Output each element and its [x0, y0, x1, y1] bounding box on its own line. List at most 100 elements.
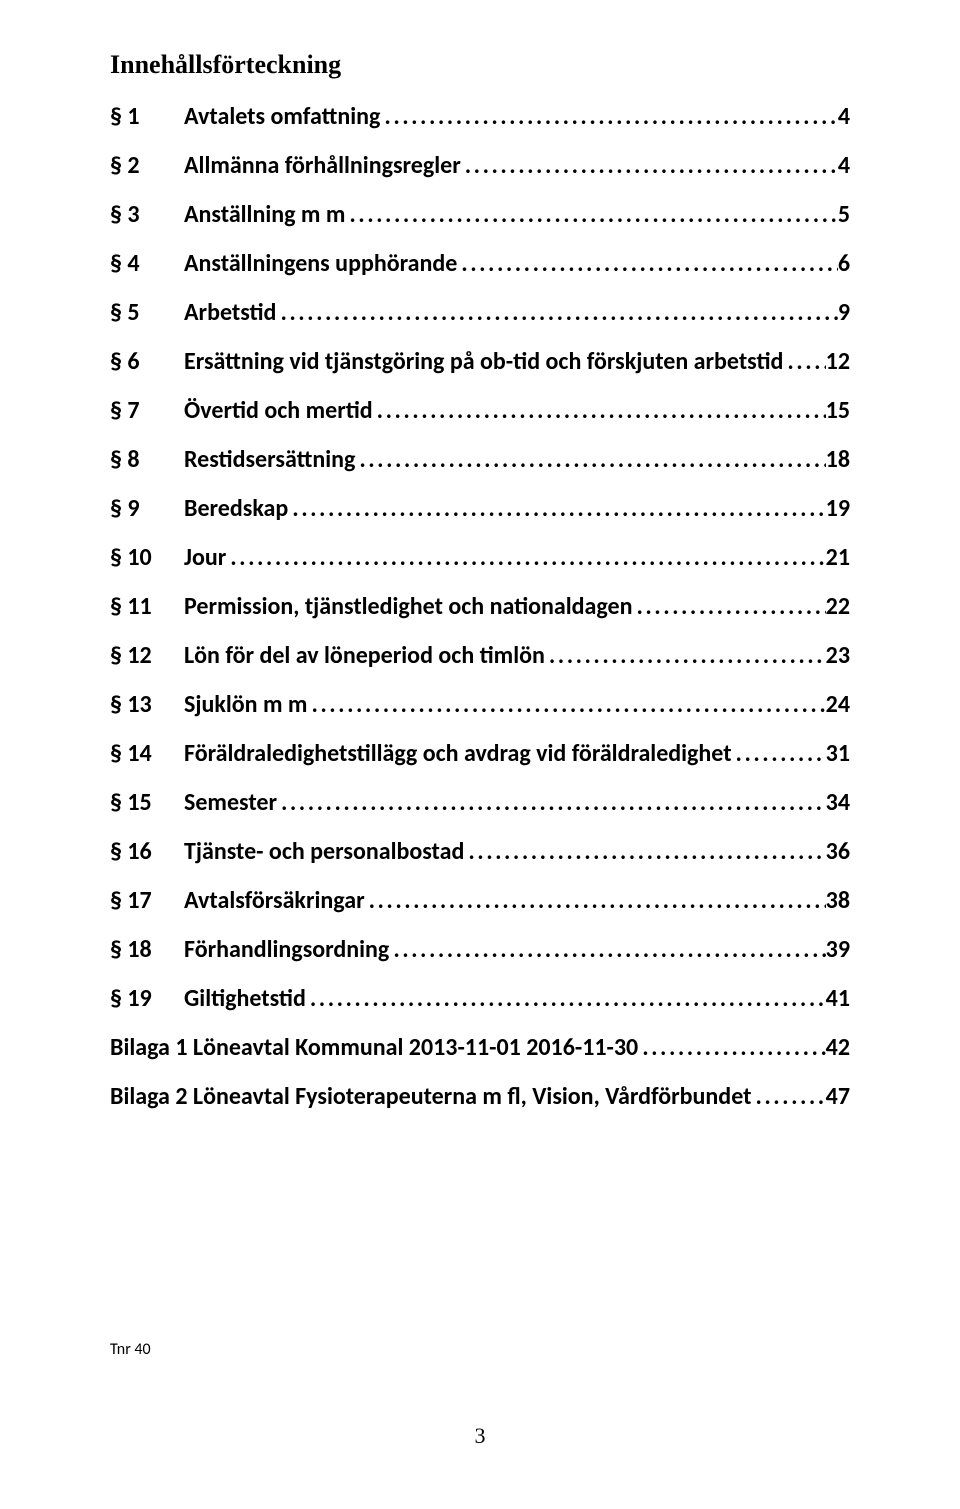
toc-leader: ........................................… — [545, 641, 826, 670]
toc-leader: ........................................… — [307, 690, 825, 719]
toc-entry: Bilaga 2 Löneavtal Fysioterapeuterna m f… — [110, 1082, 850, 1111]
toc-section: § 4 — [110, 249, 184, 278]
toc-title: Permission, tjänstledighet och nationald… — [184, 592, 632, 621]
document-page: Innehållsförteckning § 1 Avtalets omfatt… — [0, 0, 960, 1509]
toc-section: § 9 — [110, 494, 184, 523]
toc-page: 12 — [826, 347, 850, 376]
toc-leader: ........................................… — [365, 886, 826, 915]
toc-entry: § 2 Allmänna förhållningsregler ........… — [110, 151, 850, 180]
toc-entry: § 1 Avtalets omfattning ................… — [110, 102, 850, 131]
toc-title: Anställningens upphörande — [184, 249, 457, 278]
toc-page: 42 — [826, 1033, 850, 1062]
toc-title: Arbetstid — [184, 298, 276, 327]
toc-page: 41 — [826, 984, 850, 1013]
toc-page: 18 — [826, 445, 850, 474]
toc-section: § 19 — [110, 984, 184, 1013]
toc-entry: § 9 Beredskap ..........................… — [110, 494, 850, 523]
toc-title: Ersättning vid tjänstgöring på ob-tid oc… — [184, 347, 783, 376]
toc-leader: ........................................… — [277, 788, 826, 817]
toc-section: § 17 — [110, 886, 184, 915]
toc-section: § 18 — [110, 935, 184, 964]
toc-leader: ........................................… — [389, 935, 825, 964]
toc-page: 6 — [838, 249, 850, 278]
toc-section: § 11 — [110, 592, 184, 621]
toc-entry: § 14 Föräldraledighetstillägg och avdrag… — [110, 739, 850, 768]
toc-leader: ........................................… — [288, 494, 825, 523]
toc-leader: ........................................… — [464, 837, 825, 866]
toc-page: 15 — [826, 396, 850, 425]
toc-page: 19 — [826, 494, 850, 523]
toc-title: Lön för del av löneperiod och timlön — [184, 641, 545, 670]
toc-entry: § 8 Restidsersättning ..................… — [110, 445, 850, 474]
toc-title: Föräldraledighetstillägg och avdrag vid … — [184, 739, 732, 768]
toc-leader: ........................................… — [783, 347, 825, 376]
toc-page: 38 — [826, 886, 850, 915]
table-of-contents: § 1 Avtalets omfattning ................… — [110, 102, 850, 1111]
toc-section: § 5 — [110, 298, 184, 327]
toc-entry: § 16 Tjänste- och personalbostad .......… — [110, 837, 850, 866]
toc-leader: ........................................… — [276, 298, 837, 327]
toc-title: Sjuklön m m — [184, 690, 307, 719]
toc-page: 24 — [826, 690, 850, 719]
toc-entry: § 5 Arbetstid ..........................… — [110, 298, 850, 327]
toc-section: § 12 — [110, 641, 184, 670]
toc-page: 23 — [826, 641, 850, 670]
toc-page: 22 — [826, 592, 850, 621]
toc-entry: § 19 Giltighetstid .....................… — [110, 984, 850, 1013]
toc-title: Giltighetstid — [184, 984, 306, 1013]
toc-page: 36 — [826, 837, 850, 866]
toc-entry: § 11 Permission, tjänstledighet och nati… — [110, 592, 850, 621]
toc-entry: § 12 Lön för del av löneperiod och timlö… — [110, 641, 850, 670]
toc-entry: § 10 Jour ..............................… — [110, 543, 850, 572]
toc-entry: § 15 Semester ..........................… — [110, 788, 850, 817]
toc-section: § 14 — [110, 739, 184, 768]
page-heading: Innehållsförteckning — [110, 50, 850, 80]
toc-section: § 15 — [110, 788, 184, 817]
toc-leader: ........................................… — [638, 1033, 825, 1062]
toc-leader: ........................................… — [306, 984, 826, 1013]
toc-leader: ........................................… — [373, 396, 826, 425]
toc-section: § 8 — [110, 445, 184, 474]
toc-section: § 6 — [110, 347, 184, 376]
toc-title: Avtalsförsäkringar — [184, 886, 365, 915]
footer-note: Tnr 40 — [110, 1340, 151, 1359]
toc-title: Bilaga 1 Löneavtal Kommunal 2013-11-01 2… — [110, 1033, 638, 1062]
toc-page: 31 — [826, 739, 850, 768]
toc-entry: § 3 Anställning m m ....................… — [110, 200, 850, 229]
toc-leader: ........................................… — [461, 151, 838, 180]
toc-entry: § 4 Anställningens upphörande ..........… — [110, 249, 850, 278]
toc-page: 39 — [826, 935, 850, 964]
toc-page: 4 — [838, 151, 850, 180]
toc-title: Avtalets omfattning — [184, 102, 380, 131]
toc-title: Förhandlingsordning — [184, 935, 389, 964]
toc-title: Allmänna förhållningsregler — [184, 151, 461, 180]
toc-section: § 2 — [110, 151, 184, 180]
toc-title: Anställning m m — [184, 200, 345, 229]
toc-title: Övertid och mertid — [184, 396, 373, 425]
toc-leader: ........................................… — [632, 592, 825, 621]
toc-page: 4 — [838, 102, 850, 131]
toc-leader: ........................................… — [732, 739, 826, 768]
toc-title: Restidsersättning — [184, 445, 355, 474]
toc-section: § 3 — [110, 200, 184, 229]
toc-page: 21 — [826, 543, 850, 572]
toc-title: Jour — [184, 543, 226, 572]
page-number: 3 — [0, 1423, 960, 1449]
toc-page: 34 — [826, 788, 850, 817]
toc-entry: § 13 Sjuklön m m .......................… — [110, 690, 850, 719]
toc-title: Beredskap — [184, 494, 288, 523]
toc-leader: ........................................… — [355, 445, 825, 474]
toc-entry: § 17 Avtalsförsäkringar ................… — [110, 886, 850, 915]
toc-leader: ........................................… — [380, 102, 837, 131]
toc-entry: § 7 Övertid och mertid .................… — [110, 396, 850, 425]
toc-section: § 10 — [110, 543, 184, 572]
toc-page: 9 — [838, 298, 850, 327]
toc-leader: ........................................… — [751, 1082, 825, 1111]
toc-page: 47 — [826, 1082, 850, 1111]
toc-section: § 13 — [110, 690, 184, 719]
toc-entry: Bilaga 1 Löneavtal Kommunal 2013-11-01 2… — [110, 1033, 850, 1062]
toc-title: Bilaga 2 Löneavtal Fysioterapeuterna m f… — [110, 1082, 751, 1111]
toc-leader: ........................................… — [226, 543, 825, 572]
toc-section: § 1 — [110, 102, 184, 131]
toc-page: 5 — [838, 200, 850, 229]
